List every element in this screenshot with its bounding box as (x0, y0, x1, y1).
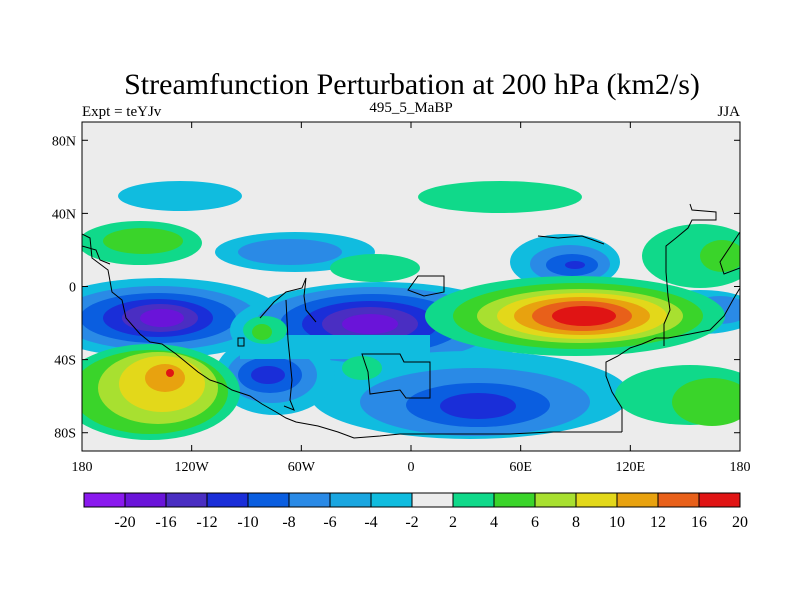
colorbar-swatch (534, 492, 577, 508)
y-tick-label: 40S (54, 354, 76, 369)
colorbar-swatch (411, 492, 454, 508)
colorbar-swatch (616, 492, 659, 508)
colorbar-label: -10 (237, 514, 258, 531)
y-tick-label: 0 (69, 281, 76, 296)
x-tick-label: 120W (175, 460, 210, 475)
y-tick-label: 80S (54, 427, 76, 442)
colorbar-swatch (247, 492, 290, 508)
x-tick-label: 180 (72, 460, 93, 475)
run-id-label: 495_5_MaBP (369, 100, 452, 116)
coastlines (82, 203, 740, 439)
colorbar-label: -2 (405, 514, 418, 531)
colorbar-label: -16 (155, 514, 176, 531)
colorbar-label: 12 (650, 514, 666, 531)
colorbar-label: -8 (282, 514, 295, 531)
colorbar-label: -12 (196, 514, 217, 531)
x-tick-label: 60W (288, 460, 316, 475)
x-axis: 180 120W 60W 0 60E 120E 180 (72, 122, 751, 475)
x-tick-label: 60E (509, 460, 532, 475)
x-tick-label: 0 (408, 460, 415, 475)
colorbar-swatch (124, 492, 167, 508)
y-tick-label: 80N (52, 134, 76, 149)
colorbar-label: 20 (732, 514, 748, 531)
colorbar-swatch (206, 492, 249, 508)
colorbar-swatch (452, 492, 495, 508)
colorbar-swatch (83, 492, 126, 508)
colorbar-swatch (288, 492, 331, 508)
chart-title: Streamfunction Perturbation at 200 hPa (… (124, 68, 700, 101)
colorbar-label: -20 (114, 514, 135, 531)
y-axis: 80N 40N 0 40S 80S (52, 134, 740, 442)
colorbar-swatch (165, 492, 208, 508)
colorbar-swatch (329, 492, 372, 508)
colorbar-label: 4 (490, 514, 498, 531)
colorbar-swatch (493, 492, 536, 508)
colorbar-swatch (698, 492, 741, 508)
colorbar-label: 8 (572, 514, 580, 531)
x-tick-label: 120E (616, 460, 646, 475)
colorbar: -20 -16 -12 -10 -8 -6 -4 -2 2 4 6 8 10 12 16 20 (83, 492, 748, 531)
colorbar-swatch (575, 492, 618, 508)
colorbar-label: -4 (364, 514, 377, 531)
colorbar-label: -6 (323, 514, 336, 531)
x-tick-label: 180 (730, 460, 751, 475)
map-panel (82, 122, 740, 451)
experiment-label: Expt = teYJv (82, 104, 162, 120)
colorbar-swatch (370, 492, 413, 508)
colorbar-label: 10 (609, 514, 625, 531)
season-label: JJA (717, 104, 740, 120)
colorbar-label: 16 (691, 514, 707, 531)
colorbar-label: 2 (449, 514, 457, 531)
y-tick-label: 40N (52, 207, 76, 222)
colorbar-label: 6 (531, 514, 539, 531)
colorbar-swatch (657, 492, 700, 508)
